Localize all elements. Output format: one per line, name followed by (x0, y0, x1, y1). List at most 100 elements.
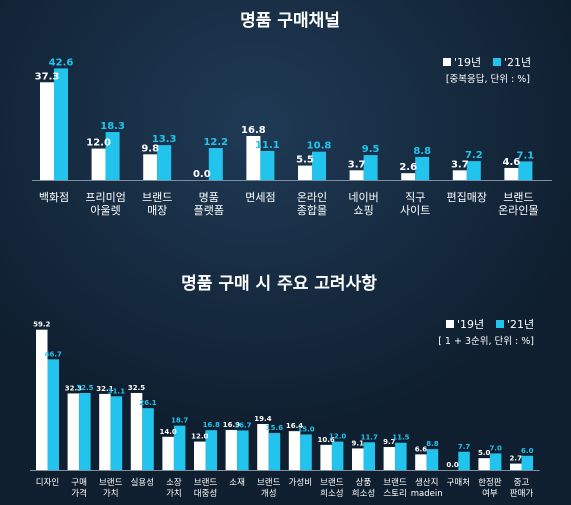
chart1-bar-2019-2 (143, 154, 158, 180)
chart2-bar-2019-14 (478, 458, 490, 470)
chart2-bar-2019-1 (67, 393, 80, 470)
chart2-value-2021-12: 8.8 (426, 440, 439, 448)
chart1-value-2019-4: 16.8 (241, 125, 266, 136)
chart2-bar-2019-11 (383, 447, 396, 470)
chart2-value-2021-2: 31.1 (108, 387, 125, 395)
chart1-bar-2021-0 (54, 68, 68, 180)
chart1-bar-2019-4 (246, 135, 261, 180)
chart2-bar-2021-2 (110, 396, 123, 470)
chart2-bar-2019-6 (225, 429, 238, 470)
chart1-bar-2019-0 (40, 82, 54, 180)
chart2-value-2021-9: 12.0 (329, 433, 346, 441)
chart1-value-2019-3: 0.0 (193, 169, 211, 180)
chart1-bar-2021-8 (466, 161, 481, 180)
chart2-value-2019-10: 9.1 (352, 439, 365, 447)
chart1-legend-label-2019: '19년 (454, 56, 481, 69)
chart2-value-2021-10: 11.7 (361, 433, 378, 441)
chart2-value-2019-12: 6.6 (415, 445, 428, 453)
chart2-bar-2021-0 (47, 359, 59, 470)
chart1-bar-2019-5 (298, 165, 312, 180)
chart1-value-2021-4: 11.1 (255, 140, 280, 151)
chart1-value-2021-1: 18.3 (100, 121, 125, 132)
chart2-bar-2019-3 (130, 392, 143, 470)
chart1-bar-2019-1 (91, 148, 106, 180)
chart1-value-2021-5: 10.8 (307, 141, 332, 152)
chart2-bar-2019-15 (510, 463, 522, 470)
chart2-value-2019-13: 0.0 (446, 461, 459, 469)
chart2-category-14: 한정판 여부 (478, 477, 502, 499)
chart1-legend-swatch-2019 (443, 58, 451, 66)
chart2-value-2021-7: 15.6 (266, 424, 283, 432)
chart2-bar-2021-6 (237, 430, 249, 470)
chart1-category-8: 편집매장 (447, 191, 487, 204)
chart2-value-2021-3: 26.1 (139, 399, 156, 407)
chart2-value-2021-6: 16.7 (234, 421, 251, 429)
chart1-category-1: 프리미엄 아울렛 (85, 191, 125, 217)
chart1-bar-2021-9 (518, 161, 533, 180)
chart1-value-2019-9: 4.6 (503, 157, 521, 168)
chart1-unit-note: [중복응답, 단위 : %] (446, 73, 530, 85)
chart2-bar-2021-5 (205, 430, 217, 470)
chart1-bar-2019-7 (401, 173, 416, 180)
chart2-bar-2021-11 (395, 442, 407, 470)
chart2-category-5: 브랜드 대중성 (194, 477, 218, 499)
chart2-value-2021-11: 11.5 (392, 434, 409, 442)
chart2-value-2019-3: 32.5 (128, 384, 145, 392)
chart2-value-2021-15: 6.0 (521, 447, 534, 455)
chart2-legend-swatch-2021 (496, 320, 504, 328)
chart1-value-2019-8: 3.7 (451, 159, 469, 170)
chart2-bar-2021-10 (363, 442, 375, 470)
chart2-category-8: 가성비 (289, 478, 312, 488)
chart2-bar-2021-15 (521, 455, 533, 470)
chart2-value-2021-5: 16.8 (203, 421, 220, 429)
chart1-category-6: 네이버 쇼핑 (348, 191, 378, 217)
chart2-category-13: 구매처 (447, 478, 470, 488)
chart2-bar-2019-12 (415, 454, 427, 470)
chart2-value-2019-15: 2.7 (510, 455, 523, 463)
chart1-value-2021-8: 7.2 (465, 150, 483, 161)
chart1-bar-2021-3 (208, 148, 223, 180)
chart2-value-2019-9: 10.6 (318, 436, 335, 444)
chart2-bar-2019-0 (36, 329, 48, 470)
chart1-value-2021-9: 7.1 (517, 150, 535, 161)
chart2-bar-2019-4 (162, 436, 174, 470)
chart2-bar-2021-13 (458, 451, 470, 470)
chart2-bar-2021-4 (173, 425, 186, 470)
chart2-bar-2019-8 (288, 431, 301, 470)
chart2-legend-label-2021: '21년 (507, 318, 534, 331)
chart1-value-2021-2: 13.3 (152, 134, 177, 145)
chart2-bar-2019-10 (352, 448, 364, 470)
chart1-bar-2019-9 (504, 167, 519, 180)
chart2-category-0: 디자인 (36, 477, 59, 488)
chart2-value-2019-1: 32.3 (65, 384, 82, 392)
chart1-value-2019-5: 5.5 (296, 155, 314, 166)
chart2-value-2019-2: 32.1 (96, 385, 113, 393)
chart2-category-6: 소재 (229, 478, 245, 488)
chart1-category-9: 브랜드 온라인몰 (498, 191, 538, 217)
chart2-bar-2021-7 (268, 433, 281, 470)
chart1-bar-2021-2 (157, 145, 172, 180)
chart2-unit-note: [ 1 + 3순위, 단위 : %] (438, 335, 534, 347)
chart2-value-2019-11: 9.7 (383, 438, 396, 446)
chart2-bar-2021-8 (300, 434, 312, 470)
chart1-category-2: 브랜드 매장 (142, 191, 172, 217)
chart1-value-2021-0: 42.6 (49, 57, 74, 68)
chart1-value-2021-7: 8.8 (413, 146, 431, 157)
chart2-bar-2019-5 (194, 441, 206, 470)
chart2-category-3: 실용성 (131, 477, 154, 488)
chart2-category-9: 브랜드 희소성 (320, 477, 344, 499)
chart1-value-2019-1: 12.0 (86, 138, 111, 149)
chart1-legend-swatch-2021 (493, 58, 501, 66)
chart1-value-2021-3: 12.2 (203, 137, 228, 148)
chart2-value-2019-6: 16.9 (223, 421, 240, 429)
chart1-category-5: 온라인 종합몰 (297, 191, 327, 217)
chart2-bar-2021-1 (79, 392, 91, 470)
chart1-bar-2021-1 (105, 132, 120, 180)
chart1-value-2021-6: 9.5 (362, 144, 380, 155)
chart2-category-10: 상품 희소성 (352, 477, 375, 499)
chart2-category-1: 구매 가격 (71, 478, 87, 499)
chart2-legend-swatch-2019 (446, 320, 454, 328)
chart1-category-3: 명품 플랫폼 (194, 191, 224, 217)
